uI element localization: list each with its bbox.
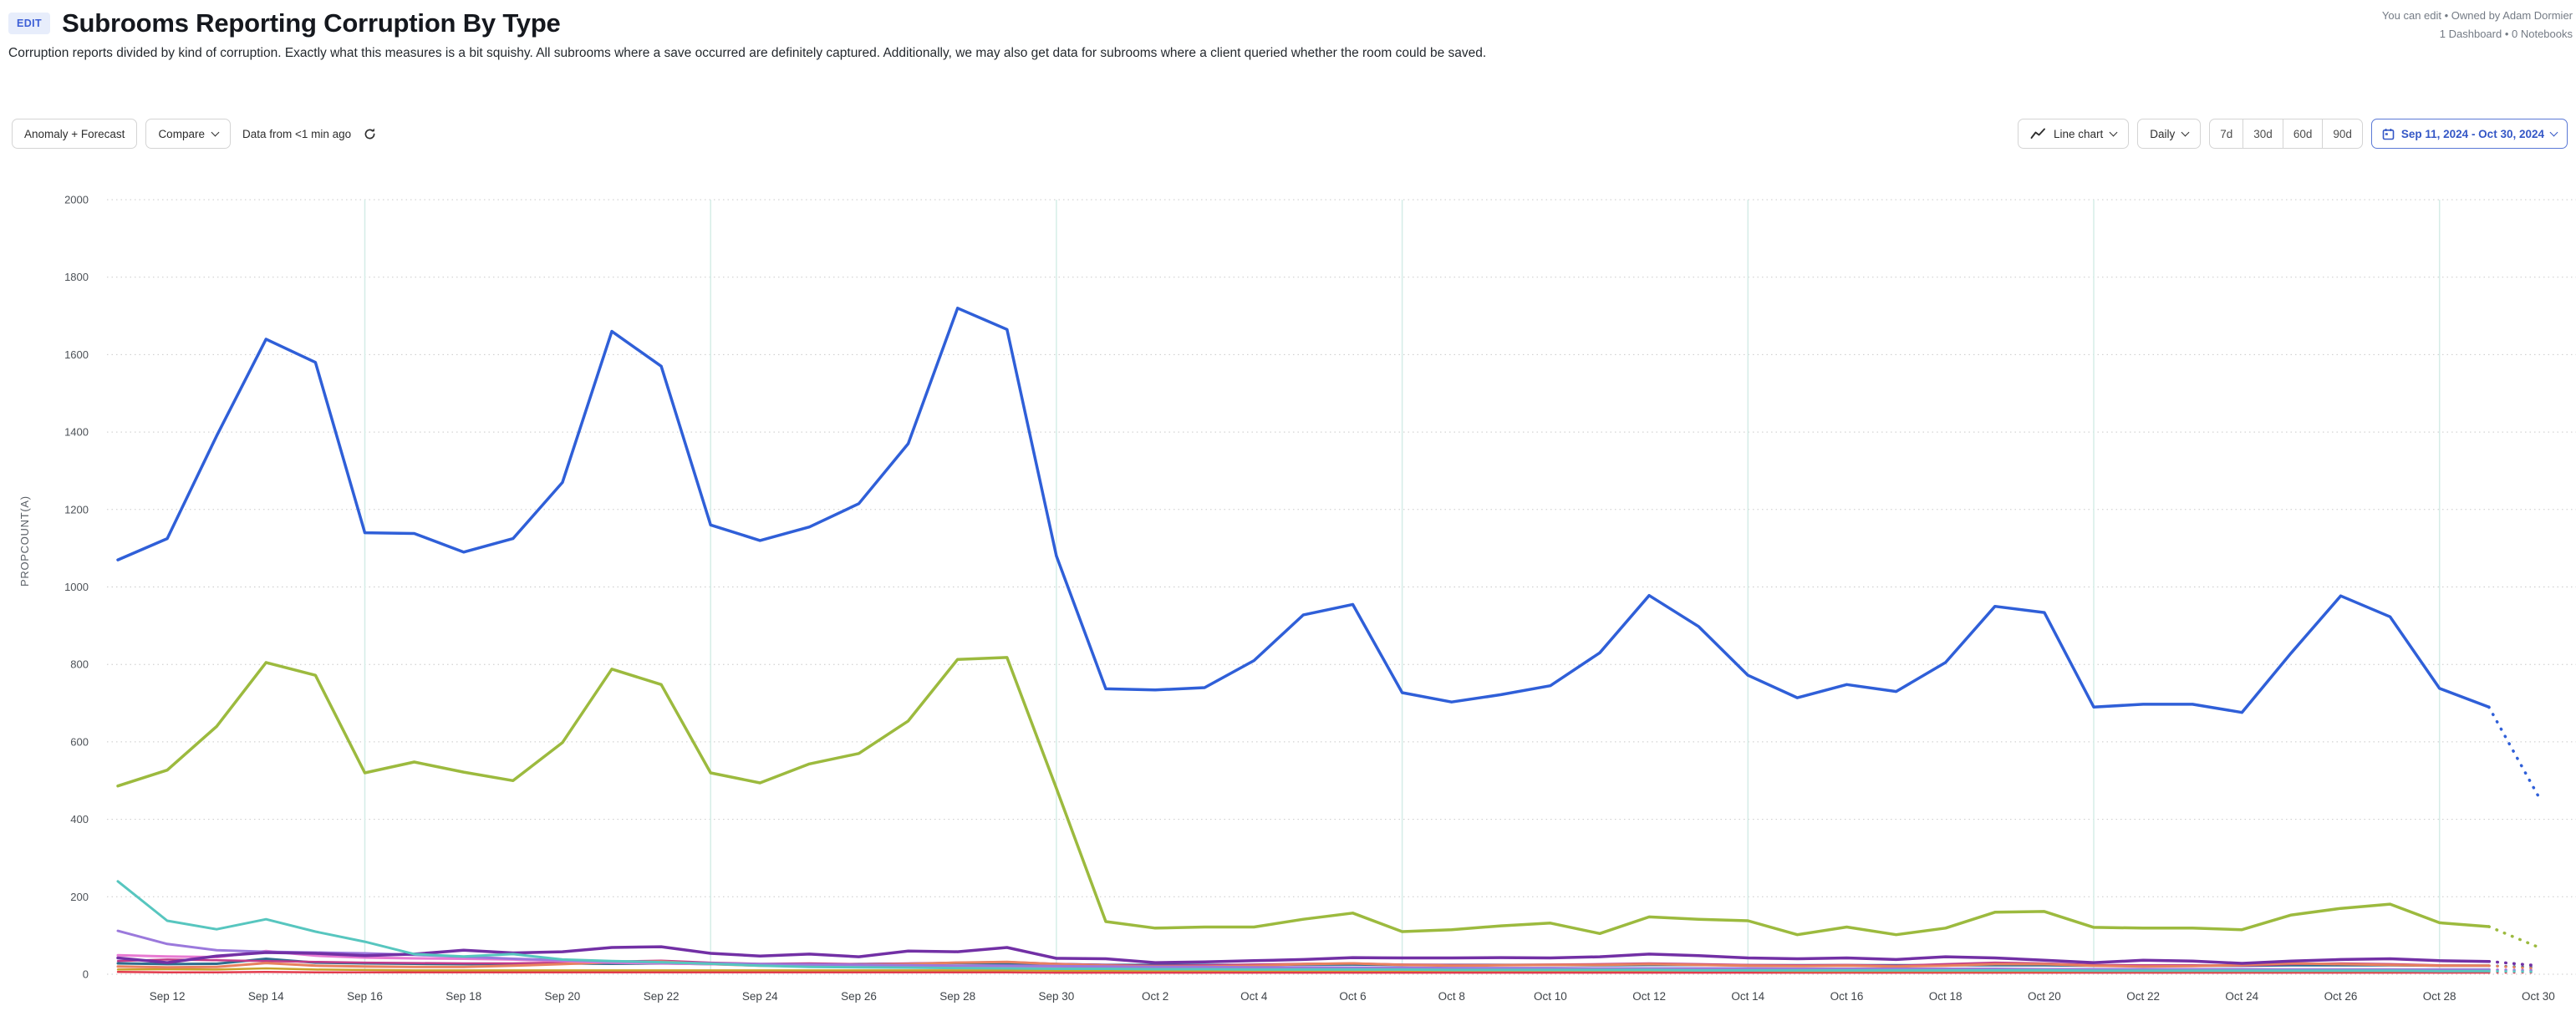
x-tick-label: Sep 30 [1039,990,1075,1003]
series-blue[interactable] [116,307,2491,714]
x-tick-label: Oct 2 [1142,990,1168,1003]
x-tick-label: Sep 18 [445,990,481,1003]
x-tick-label: Oct 10 [1534,990,1567,1003]
y-tick-label: 400 [70,813,89,826]
series-purple-forecast [2487,959,2540,968]
refresh-icon [364,128,375,139]
x-tick-label: Sep 16 [347,990,383,1003]
chevron-down-icon [211,128,220,136]
y-tick-label: 200 [70,891,89,903]
compare-button[interactable]: Compare [145,119,231,149]
x-tick-label: Oct 4 [1240,990,1268,1003]
metric-description: Corruption reports divided by kind of co… [8,46,1487,60]
series-teal-forecast [2487,969,2540,973]
x-tick-label: Oct 26 [2324,990,2358,1003]
range-7d-button[interactable]: 7d [2209,119,2244,149]
y-tick-label: 1000 [64,581,89,593]
series-olive[interactable] [116,656,2491,937]
x-tick-label: Sep 14 [248,990,284,1003]
y-tick-label: 600 [70,735,89,748]
x-tick-label: Oct 8 [1438,990,1465,1003]
refresh-button[interactable] [361,125,379,143]
chevron-down-icon [2549,128,2558,136]
usage-text[interactable]: 1 Dashboard • 0 Notebooks [2439,28,2573,41]
y-tick-label: 1400 [64,426,89,439]
chart-controls: Line chart Daily 7d 30d 60d 90d Sep 11, … [2017,119,2568,149]
interval-button[interactable]: Daily [2137,119,2202,149]
x-tick-label: Oct 18 [1929,990,1963,1003]
interval-label: Daily [2150,127,2176,140]
x-tick-label: Oct 12 [1632,990,1666,1003]
x-tick-label: Oct 6 [1339,990,1366,1003]
x-tick-label: Sep 22 [644,990,680,1003]
chart-toolbar: Anomaly + Forecast Compare Data from <1 … [12,119,2568,149]
line-chart-icon [2030,128,2045,139]
compare-label: Compare [158,127,205,140]
chevron-down-icon [2181,128,2190,136]
x-tick-label: Sep 12 [150,990,186,1003]
y-axis-title: PROPCOUNT(A) [18,495,31,587]
page-header: EDIT Subrooms Reporting Corruption By Ty… [0,0,2576,61]
data-freshness-text: Data from <1 min ago [242,127,352,140]
ownership-text: You can edit • Owned by Adam Dormier [2381,9,2573,22]
y-tick-label: 1800 [64,271,89,283]
x-tick-label: Sep 20 [545,990,581,1003]
series-blue-forecast [2487,705,2540,798]
x-tick-label: Oct 22 [2126,990,2160,1003]
series-teal[interactable] [116,880,2491,973]
series-coral[interactable] [116,960,2491,969]
x-tick-label: Sep 28 [939,990,975,1003]
x-tick-label: Sep 26 [841,990,877,1003]
chevron-down-icon [2109,128,2118,136]
range-30d-button[interactable]: 30d [2243,119,2283,149]
x-tick-label: Sep 24 [742,990,778,1003]
range-segmented-control: 7d 30d 60d 90d [2209,119,2363,149]
y-tick-label: 1600 [64,348,89,361]
range-90d-button[interactable]: 90d [2322,119,2363,149]
y-tick-label: 1200 [64,503,89,516]
edit-badge[interactable]: EDIT [8,13,51,34]
series-coral-forecast [2487,964,2540,970]
range-60d-button[interactable]: 60d [2282,119,2324,149]
calendar-icon [2382,128,2395,140]
y-tick-label: 2000 [64,194,89,206]
series-violet[interactable] [116,929,2491,971]
series-violet-forecast [2487,968,2540,972]
x-tick-label: Oct 14 [1731,990,1764,1003]
anomaly-forecast-button[interactable]: Anomaly + Forecast [12,119,138,149]
date-range-label: Sep 11, 2024 - Oct 30, 2024 [2400,127,2544,140]
header-meta: You can edit • Owned by Adam Dormier 1 D… [2382,7,2573,43]
chart-type-label: Line chart [2053,127,2104,140]
x-tick-label: Oct 28 [2423,990,2456,1003]
x-tick-label: Oct 30 [2522,990,2555,1003]
x-tick-label: Oct 24 [2225,990,2258,1003]
chart-type-button[interactable]: Line chart [2017,119,2130,149]
x-tick-label: Oct 20 [2028,990,2061,1003]
y-tick-label: 800 [70,658,89,671]
x-tick-label: Oct 16 [1830,990,1864,1003]
y-tick-label: 0 [83,968,89,981]
page-title: Subrooms Reporting Corruption By Type [62,8,561,38]
date-range-button[interactable]: Sep 11, 2024 - Oct 30, 2024 [2370,119,2568,149]
anomaly-forecast-label: Anomaly + Forecast [24,127,125,140]
series-olive-forecast [2487,925,2540,949]
series-red[interactable] [116,970,2491,974]
